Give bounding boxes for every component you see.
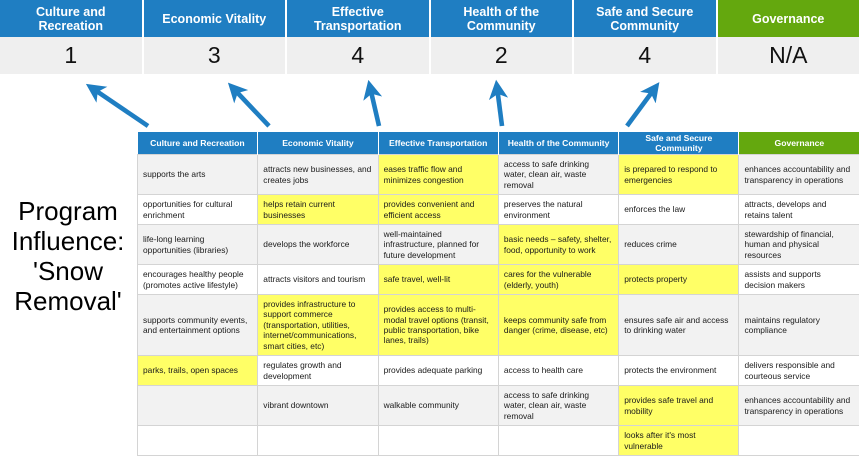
matrix-row: parks, trails, open spaces regulates grow…: [136, 355, 859, 386]
matrix-row: looks after it's most vulnerable: [136, 425, 859, 456]
pillar-score-table: Culture and Recreation Economic Vitality E…: [0, 0, 859, 74]
pillar-header-safe-and-secure-community: Safe and Secure Community: [574, 0, 718, 37]
matrix-cell: life-long learning opportunities (librar…: [136, 224, 259, 266]
matrix-cell: maintains regulatory compliance: [738, 294, 859, 357]
matrix-cell: protects the environment: [618, 355, 740, 386]
pillar-score-culture-and-recreation: 1: [0, 37, 144, 74]
matrix-header-economic-vitality: Economic Vitality: [257, 132, 379, 155]
matrix-cell: develops the workforce: [257, 224, 379, 266]
matrix-cell: [738, 425, 859, 456]
matrix-row: opportunities for cultural enrichment hel…: [136, 194, 859, 226]
pillar-header-economic-vitality: Economic Vitality: [143, 0, 287, 37]
matrix-cell: parks, trails, open spaces: [136, 355, 259, 386]
matrix-cell: enforces the law: [618, 194, 740, 226]
pillar-score-effective-transportation: 4: [287, 37, 431, 74]
matrix-cell: regulates growth and development: [257, 355, 379, 386]
matrix-header-safe-and-secure-community: Safe and Secure Community: [618, 132, 740, 155]
matrix-header-governance: Governance: [738, 132, 859, 155]
matrix-cell: is prepared to respond to emergencies: [618, 153, 740, 196]
pillar-header-governance: Governance: [717, 0, 859, 37]
matrix-cell: stewardship of financial, human and phys…: [738, 224, 859, 266]
matrix-cell: basic needs – safety, shelter, food, opp…: [497, 224, 620, 266]
matrix-cell: supports community events, and entertain…: [136, 294, 259, 357]
matrix-cell: cares for the vulnerable (elderly, youth…: [497, 264, 620, 296]
matrix-cell: attracts, develops and retains talent: [738, 194, 859, 226]
matrix-cell: access to health care: [497, 355, 620, 386]
program-influence-caption: Program Influence: 'Snow Removal': [11, 196, 125, 316]
matrix-cell: protects property: [618, 264, 740, 296]
pillar-score-economic-vitality: 3: [144, 37, 287, 74]
influence-arrows: [85, 79, 660, 128]
matrix-cell: assists and supports decision makers: [738, 264, 859, 296]
matrix-cell: provides safe travel and mobility: [618, 384, 740, 427]
matrix-cell: looks after it's most vulnerable: [618, 425, 740, 456]
matrix-header-row: Culture and Recreation Economic Vitality E…: [137, 132, 859, 155]
pillar-header-health-of-the-community: Health of the Community: [430, 0, 574, 37]
arrow-safe-and-secure-community: [625, 82, 660, 128]
pillar-header-effective-transportation: Effective Transportation: [287, 0, 431, 37]
matrix-header-health-of-the-community: Health of the Community: [498, 132, 620, 155]
matrix-cell: supports the arts: [136, 153, 259, 196]
matrix-cell: delivers responsible and courteous servi…: [738, 355, 859, 386]
matrix-row: supports community events, and entertain…: [136, 294, 859, 357]
matrix-row: vibrant downtown walkable community access…: [136, 384, 859, 427]
matrix-cell: enhances accountability and transparency…: [738, 153, 859, 196]
pillar-score-safe-and-secure-community: 4: [574, 37, 718, 74]
arrow-health-of-the-community: [488, 79, 509, 127]
matrix-cell: [136, 425, 259, 456]
arrow-effective-transportation: [363, 79, 383, 127]
matrix-cell: preserves the natural environment: [497, 194, 620, 226]
pillar-outcomes-matrix: Culture and Recreation Economic Vitality E…: [136, 132, 859, 456]
matrix-cell: keeps community safe from danger (crime,…: [497, 294, 620, 357]
matrix-cell: provides adequate parking: [377, 355, 499, 386]
matrix-row: life-long learning opportunities (librar…: [136, 224, 859, 266]
matrix-cell: attracts new businesses, and creates job…: [257, 153, 379, 196]
matrix-cell: eases traffic flow and minimizes congest…: [377, 153, 499, 196]
matrix-header-culture-and-recreation: Culture and Recreation: [137, 132, 259, 155]
matrix-cell: [377, 425, 499, 456]
matrix-row: encourages healthy people (promotes acti…: [136, 264, 859, 296]
matrix-cell: reduces crime: [618, 224, 740, 266]
matrix-cell: helps retain current businesses: [257, 194, 379, 226]
matrix-cell: opportunities for cultural enrichment: [136, 194, 259, 226]
matrix-cell: safe travel, well-lit: [377, 264, 499, 296]
arrow-economic-vitality: [227, 82, 271, 128]
pillar-score-header-row: Culture and Recreation Economic Vitality E…: [0, 0, 859, 37]
matrix-header-effective-transportation: Effective Transportation: [378, 132, 499, 155]
matrix-cell: walkable community: [377, 384, 499, 427]
matrix-cell: ensures safe air and access to drinking …: [618, 294, 740, 357]
matrix-cell: provides infrastructure to support comme…: [257, 294, 379, 357]
matrix-cell: access to safe drinking water, clean air…: [497, 153, 620, 196]
matrix-cell: provides convenient and efficient access: [377, 194, 499, 226]
arrow-culture-and-recreation: [85, 83, 150, 128]
matrix-cell: provides access to multi-modal travel op…: [377, 294, 499, 357]
matrix-cell: [136, 384, 259, 427]
matrix-cell: encourages healthy people (promotes acti…: [136, 264, 259, 296]
pillar-score-governance: N/A: [769, 42, 808, 68]
header-divider-rule: [0, 74, 859, 77]
matrix-cell: [497, 425, 620, 456]
matrix-row: supports the arts attracts new businesses…: [136, 153, 859, 196]
matrix-cell: [257, 425, 379, 456]
matrix-cell: enhances accountability and transparency…: [738, 384, 859, 427]
matrix-cell: access to safe drinking water, clean air…: [497, 384, 620, 427]
pillar-score-health-of-the-community: 2: [431, 37, 574, 74]
pillar-header-culture-and-recreation: Culture and Recreation: [0, 0, 144, 37]
matrix-body: supports the arts attracts new businesses…: [136, 153, 859, 456]
matrix-cell: attracts visitors and tourism: [257, 264, 379, 296]
matrix-cell: well-maintained infrastructure, planned …: [377, 224, 499, 266]
pillar-score-value-row: 1 3 4 2 4 N/A: [0, 37, 859, 74]
matrix-cell: vibrant downtown: [257, 384, 379, 427]
